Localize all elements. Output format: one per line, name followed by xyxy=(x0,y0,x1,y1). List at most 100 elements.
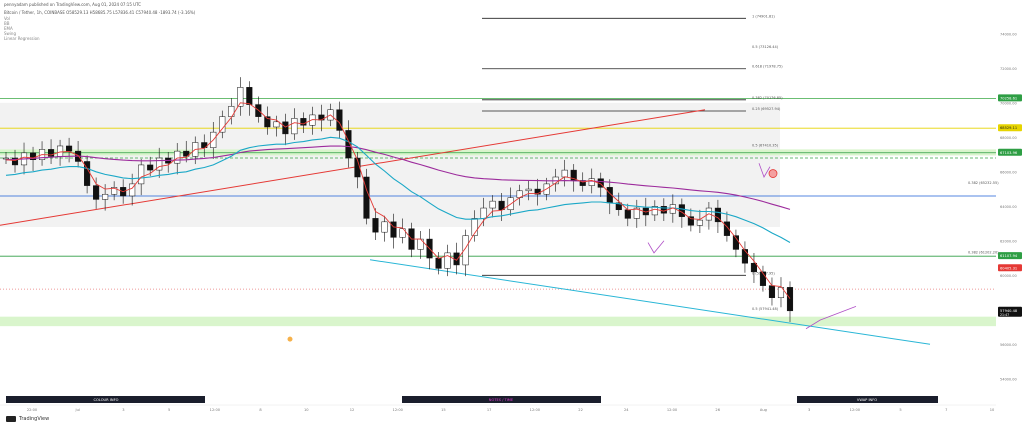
candle-body-80 xyxy=(723,221,730,236)
fib-label-3: 0.25 (69527.94) xyxy=(752,107,781,111)
x-tick-3: 5 xyxy=(168,408,170,412)
price-badge-3: 61107.94 xyxy=(1000,254,1018,258)
candle-body-19 xyxy=(174,150,181,164)
candle-body-82 xyxy=(741,249,748,264)
section-bar-middle xyxy=(402,396,601,403)
y-tick-5: 64000.00 xyxy=(1000,205,1017,209)
candle-body-54 xyxy=(489,200,496,209)
x-tick-13: 24 xyxy=(624,408,629,412)
x-tick-7: 12 xyxy=(350,408,355,412)
candle-body-29 xyxy=(264,116,271,128)
candle-body-72 xyxy=(651,206,658,216)
indicator-2: BB xyxy=(4,21,10,26)
candle-body-62 xyxy=(561,169,568,178)
x-tick-5: 8 xyxy=(259,408,262,412)
section-label-left: COLOUR INFO xyxy=(94,398,119,402)
fib-label-7: 0.382 (65232.55) xyxy=(968,181,999,185)
candle-body-75 xyxy=(678,204,685,217)
fib-label-1: 0.618 (71978.75) xyxy=(752,65,783,69)
fib-label-2: 0.382 (70176.85) xyxy=(752,96,783,100)
candle-body-64 xyxy=(579,180,586,186)
indicator-4: Swing xyxy=(4,31,16,36)
ema-slow-line xyxy=(5,145,791,210)
candle-body-11 xyxy=(102,193,109,200)
ema-fast-line xyxy=(5,102,791,299)
tradingview-icon xyxy=(6,416,16,422)
candle-body-87 xyxy=(786,287,794,312)
price-badge-time-5: 21:47 xyxy=(1000,313,1009,317)
candle-body-77 xyxy=(696,219,703,226)
candle-body-22 xyxy=(201,142,208,148)
indicator-1: Vol xyxy=(4,16,10,21)
fib-label-8: 0.5 (57941.48) xyxy=(752,307,779,311)
green-zone-lower xyxy=(0,316,996,327)
x-tick-19: 5 xyxy=(899,408,901,412)
x-tick-21: 10 xyxy=(990,408,995,412)
fib-label-9: 0.382 (61202.20) xyxy=(968,251,999,255)
price-badge-bg-5 xyxy=(998,306,1022,317)
candle-body-48 xyxy=(435,257,442,269)
candle-body-38 xyxy=(345,130,352,159)
y-tick-3: 68000.00 xyxy=(1000,136,1017,140)
candle-body-32 xyxy=(291,118,298,135)
section-label-right: VWAP INFO xyxy=(857,398,877,402)
tradingview-logo: TradingView xyxy=(6,416,49,422)
candle-body-3 xyxy=(29,152,37,161)
price-axis-bg xyxy=(996,0,1024,426)
candle-body-44 xyxy=(399,228,406,238)
candle-body-83 xyxy=(750,262,758,273)
price-badge-bg-2 xyxy=(998,148,1022,156)
candle-body-55 xyxy=(498,200,505,211)
orange-dot-marker xyxy=(287,336,293,342)
logo-text: TradingView xyxy=(19,416,50,422)
x-tick-18: 12:00 xyxy=(850,408,861,412)
price-badge-bg-4 xyxy=(998,264,1022,272)
price-badge-2: 67103.96 xyxy=(1000,151,1018,155)
candle-body-41 xyxy=(372,218,379,233)
candle-body-52 xyxy=(471,218,478,236)
price-badge-0: 70258.61 xyxy=(1000,96,1017,100)
candle-body-26 xyxy=(237,87,244,107)
candle-body-20 xyxy=(183,150,190,157)
candle-body-85 xyxy=(768,285,776,298)
candle-body-30 xyxy=(273,121,280,128)
price-badge-4: 60405.31 xyxy=(1000,266,1017,270)
candle-body-16 xyxy=(147,164,154,171)
candle-body-86 xyxy=(777,287,785,298)
x-tick-15: 26 xyxy=(715,408,720,412)
fib-label-6: 0.5 (67410.35) xyxy=(752,144,779,148)
candle-body-0 xyxy=(2,157,10,160)
y-tick-10: 54000.00 xyxy=(1000,377,1017,381)
y-tick-6: 62000.00 xyxy=(1000,239,1017,243)
x-tick-10: 17 xyxy=(487,408,492,412)
candle-body-27 xyxy=(246,87,253,105)
price-badge-bg-3 xyxy=(998,252,1022,260)
x-tick-4: 12:00 xyxy=(210,408,221,412)
section-label-middle: NOTES / TIME xyxy=(489,398,514,402)
price-badge-bg-0 xyxy=(998,94,1022,102)
x-tick-12: 22 xyxy=(578,408,583,412)
indicator-5: Linear Regression xyxy=(4,36,40,41)
candle-body-7 xyxy=(66,145,73,152)
price-badge-5: 57940.48 xyxy=(1000,309,1018,313)
candle-body-65 xyxy=(588,178,595,186)
candle-body-49 xyxy=(444,252,451,269)
candle-body-24 xyxy=(219,116,226,133)
y-tick-0: 74000.00 xyxy=(1000,32,1017,36)
candle-body-39 xyxy=(354,157,361,178)
price-badge-1: 68529.11 xyxy=(1000,126,1017,130)
projection-arrow-mid xyxy=(647,240,665,254)
y-tick-9: 56000.00 xyxy=(1000,343,1017,347)
candle-body-79 xyxy=(714,207,721,223)
target-circle-marker xyxy=(768,169,778,178)
y-tick-7: 60000.00 xyxy=(1000,274,1017,278)
x-tick-9: 15 xyxy=(441,408,446,412)
candle-body-76 xyxy=(687,216,694,226)
candle-body-68 xyxy=(615,202,622,211)
candle-body-59 xyxy=(534,188,541,195)
x-tick-20: 7 xyxy=(945,408,947,412)
candle-body-15 xyxy=(138,164,145,185)
candle-body-42 xyxy=(381,221,388,233)
